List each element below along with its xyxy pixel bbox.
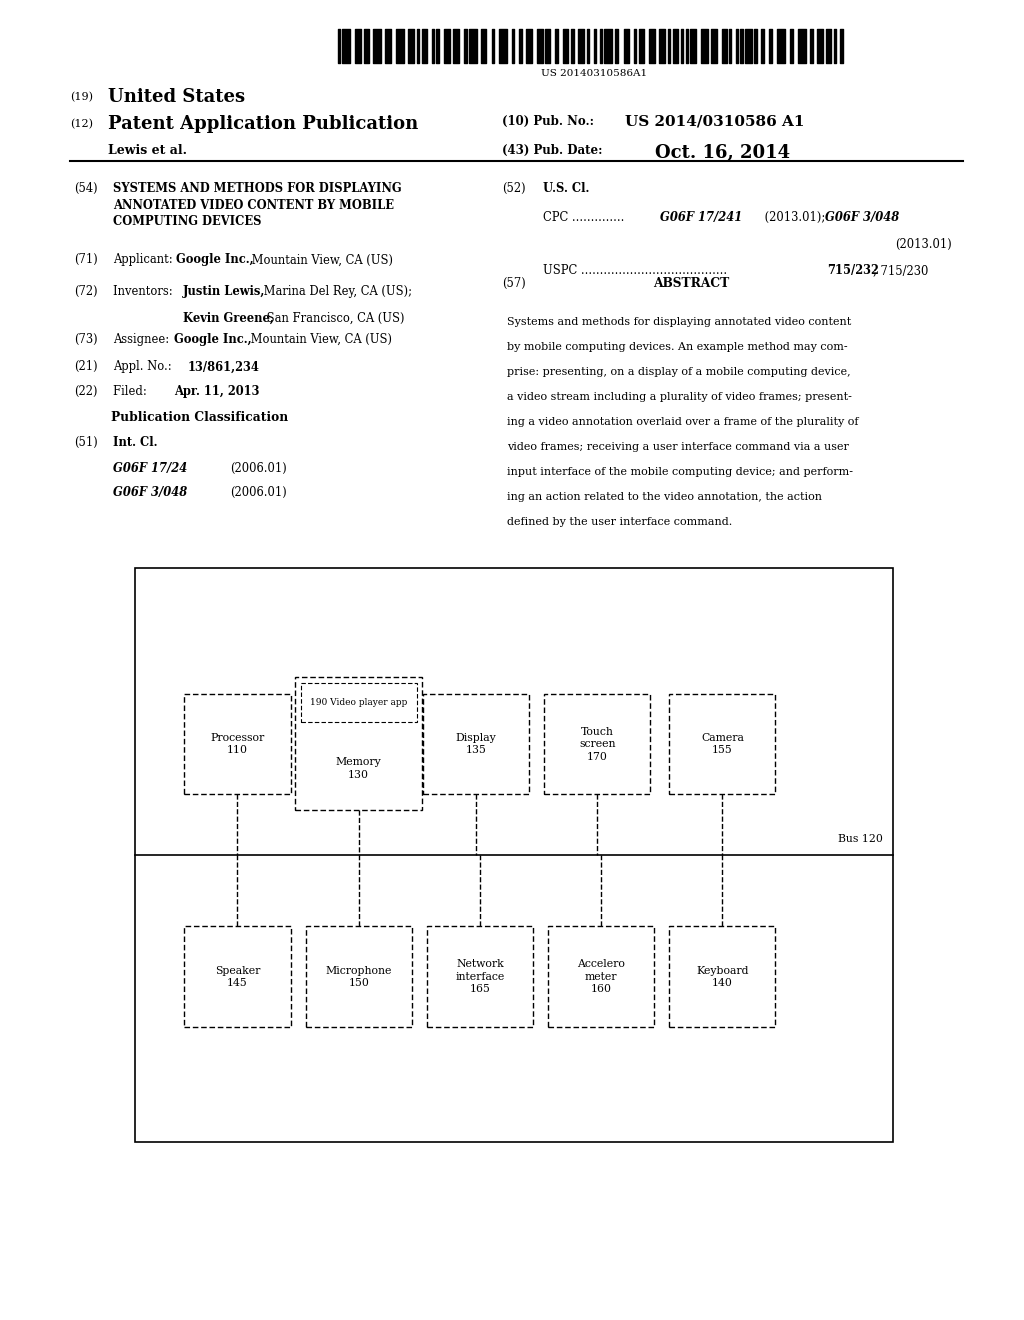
Text: Mountain View, CA (US): Mountain View, CA (US) (248, 253, 393, 267)
Text: ; 715/230: ; 715/230 (873, 264, 929, 277)
Text: ing a video annotation overlaid over a frame of the plurality of: ing a video annotation overlaid over a f… (507, 417, 858, 428)
Text: Keyboard
140: Keyboard 140 (696, 965, 749, 987)
Text: CPC ..............: CPC .............. (543, 211, 624, 224)
Text: Assignee:: Assignee: (113, 333, 176, 346)
Text: US 2014/0310586 A1: US 2014/0310586 A1 (625, 115, 804, 129)
Text: (72): (72) (74, 285, 97, 298)
Text: Display
135: Display 135 (456, 733, 497, 755)
Text: Publication Classification: Publication Classification (111, 411, 289, 424)
Text: Oct. 16, 2014: Oct. 16, 2014 (655, 144, 791, 162)
Text: (21): (21) (74, 360, 97, 374)
Text: G06F 17/24: G06F 17/24 (113, 462, 187, 475)
Text: G06F 3/048: G06F 3/048 (825, 211, 900, 224)
Text: a video stream including a plurality of video frames; present-: a video stream including a plurality of … (507, 392, 852, 403)
Text: (57): (57) (502, 277, 525, 290)
Text: Touch
screen
170: Touch screen 170 (580, 727, 615, 762)
Text: (71): (71) (74, 253, 97, 267)
Text: Google Inc.,: Google Inc., (174, 333, 252, 346)
Text: (51): (51) (74, 436, 97, 449)
Text: ABSTRACT: ABSTRACT (653, 277, 729, 290)
Text: (54): (54) (74, 182, 97, 195)
Text: Filed:: Filed: (113, 385, 165, 399)
Text: Network
interface
165: Network interface 165 (456, 960, 505, 994)
Text: Google Inc.,: Google Inc., (176, 253, 254, 267)
Text: Systems and methods for displaying annotated video content: Systems and methods for displaying annot… (507, 317, 851, 327)
Text: (12): (12) (70, 119, 92, 129)
Text: (22): (22) (74, 385, 97, 399)
Text: 13/861,234: 13/861,234 (187, 360, 259, 374)
Text: Applicant:: Applicant: (113, 253, 179, 267)
Text: Int. Cl.: Int. Cl. (113, 436, 157, 449)
Text: Microphone
150: Microphone 150 (326, 965, 392, 987)
Text: (73): (73) (74, 333, 97, 346)
Text: 715/232: 715/232 (827, 264, 880, 277)
Text: Kevin Greene,: Kevin Greene, (183, 312, 274, 325)
Text: by mobile computing devices. An example method may com-: by mobile computing devices. An example … (507, 342, 848, 352)
Text: Appl. No.:: Appl. No.: (113, 360, 175, 374)
Text: (2013.01);: (2013.01); (761, 211, 828, 224)
Text: Accelero
meter
160: Accelero meter 160 (578, 960, 625, 994)
Text: Inventors:: Inventors: (113, 285, 179, 298)
Text: (52): (52) (502, 182, 525, 195)
Text: Marina Del Rey, CA (US);: Marina Del Rey, CA (US); (260, 285, 412, 298)
Text: (2006.01): (2006.01) (230, 462, 287, 475)
Text: G06F 3/048: G06F 3/048 (113, 486, 187, 499)
Text: Processor
110: Processor 110 (210, 733, 264, 755)
Text: Bus 120: Bus 120 (838, 834, 883, 845)
Text: United States: United States (108, 88, 245, 107)
Text: U.S. Cl.: U.S. Cl. (543, 182, 589, 195)
Text: Mountain View, CA (US): Mountain View, CA (US) (247, 333, 392, 346)
Text: San Francisco, CA (US): San Francisco, CA (US) (263, 312, 404, 325)
Text: (2006.01): (2006.01) (230, 486, 287, 499)
Text: input interface of the mobile computing device; and perform-: input interface of the mobile computing … (507, 467, 853, 478)
Text: Justin Lewis,: Justin Lewis, (183, 285, 265, 298)
Text: video frames; receiving a user interface command via a user: video frames; receiving a user interface… (507, 442, 849, 453)
Text: (43) Pub. Date:: (43) Pub. Date: (502, 144, 602, 157)
Text: (19): (19) (70, 92, 92, 103)
Text: defined by the user interface command.: defined by the user interface command. (507, 517, 732, 528)
Text: Speaker
145: Speaker 145 (215, 965, 260, 987)
Text: US 20140310586A1: US 20140310586A1 (541, 69, 647, 78)
Text: (2013.01): (2013.01) (896, 238, 952, 251)
Text: (10) Pub. No.:: (10) Pub. No.: (502, 115, 598, 128)
Text: Lewis et al.: Lewis et al. (108, 144, 186, 157)
Text: 190 Video player app: 190 Video player app (310, 698, 408, 708)
Text: Memory
130: Memory 130 (336, 758, 382, 780)
Text: SYSTEMS AND METHODS FOR DISPLAYING
ANNOTATED VIDEO CONTENT BY MOBILE
COMPUTING D: SYSTEMS AND METHODS FOR DISPLAYING ANNOT… (113, 182, 401, 228)
Text: prise: presenting, on a display of a mobile computing device,: prise: presenting, on a display of a mob… (507, 367, 851, 378)
Text: G06F 17/241: G06F 17/241 (660, 211, 742, 224)
Text: Camera
155: Camera 155 (701, 733, 743, 755)
Text: Patent Application Publication: Patent Application Publication (108, 115, 418, 133)
Text: ing an action related to the video annotation, the action: ing an action related to the video annot… (507, 492, 822, 503)
Text: USPC .......................................: USPC ...................................… (543, 264, 727, 277)
Text: Apr. 11, 2013: Apr. 11, 2013 (174, 385, 259, 399)
